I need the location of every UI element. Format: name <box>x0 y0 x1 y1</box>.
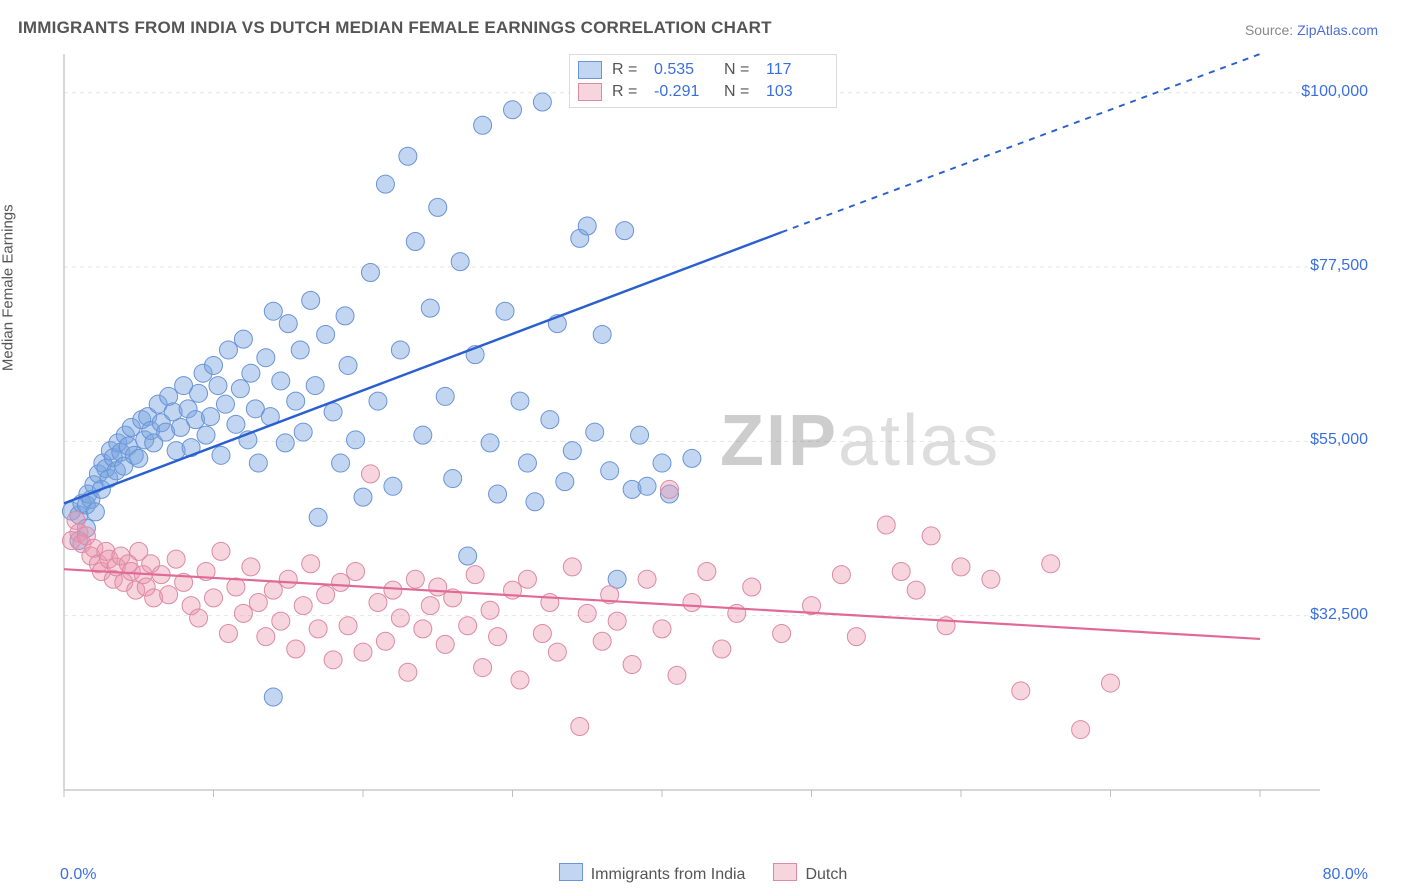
r-value-dutch: -0.291 <box>654 83 714 101</box>
y-tick-label: $55,000 <box>1310 431 1368 449</box>
y-tick-label: $77,500 <box>1310 257 1368 275</box>
correlation-legend: R = 0.535 N = 117 R = -0.291 N = 103 <box>569 54 837 108</box>
y-tick-label: $100,000 <box>1301 83 1368 101</box>
r-label: R = <box>612 61 644 79</box>
swatch-dutch <box>578 83 602 101</box>
legend-label-dutch: Dutch <box>805 866 847 883</box>
scatter-plot-svg <box>60 50 1335 820</box>
plot-area <box>60 50 1335 820</box>
correlation-row-dutch: R = -0.291 N = 103 <box>578 81 826 103</box>
y-tick-label: $32,500 <box>1310 606 1368 624</box>
legend-label-india: Immigrants from India <box>591 866 746 883</box>
legend-item-india: Immigrants from India <box>559 863 746 884</box>
source-link[interactable]: ZipAtlas.com <box>1297 22 1378 38</box>
series-legend: Immigrants from India Dutch <box>0 863 1406 884</box>
y-axis-label: Median Female Earnings <box>0 204 17 371</box>
source-prefix: Source: <box>1245 22 1297 38</box>
n-value-india: 117 <box>766 61 826 79</box>
swatch-india <box>559 863 583 881</box>
n-value-dutch: 103 <box>766 83 826 101</box>
chart-title: IMMIGRANTS FROM INDIA VS DUTCH MEDIAN FE… <box>18 18 772 38</box>
legend-item-dutch: Dutch <box>773 863 847 884</box>
r-label: R = <box>612 83 644 101</box>
n-label: N = <box>724 61 756 79</box>
n-label: N = <box>724 83 756 101</box>
source-attribution: Source: ZipAtlas.com <box>1245 22 1378 38</box>
r-value-india: 0.535 <box>654 61 714 79</box>
correlation-row-india: R = 0.535 N = 117 <box>578 59 826 81</box>
swatch-india <box>578 61 602 79</box>
swatch-dutch <box>773 863 797 881</box>
